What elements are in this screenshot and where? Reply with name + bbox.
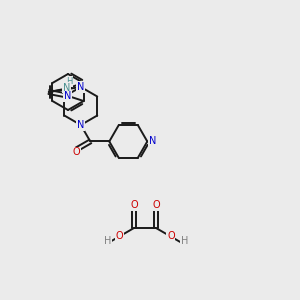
Text: N: N <box>77 82 85 92</box>
Text: N: N <box>148 136 156 146</box>
Text: N: N <box>77 120 85 130</box>
Text: O: O <box>115 231 123 241</box>
Text: H: H <box>104 236 111 246</box>
Text: N: N <box>64 92 71 101</box>
Text: O: O <box>73 148 80 158</box>
Text: H: H <box>66 77 73 86</box>
Text: O: O <box>152 200 160 210</box>
Text: H: H <box>181 236 188 246</box>
Text: N: N <box>63 82 70 93</box>
Text: O: O <box>167 231 175 241</box>
Text: O: O <box>130 200 138 210</box>
